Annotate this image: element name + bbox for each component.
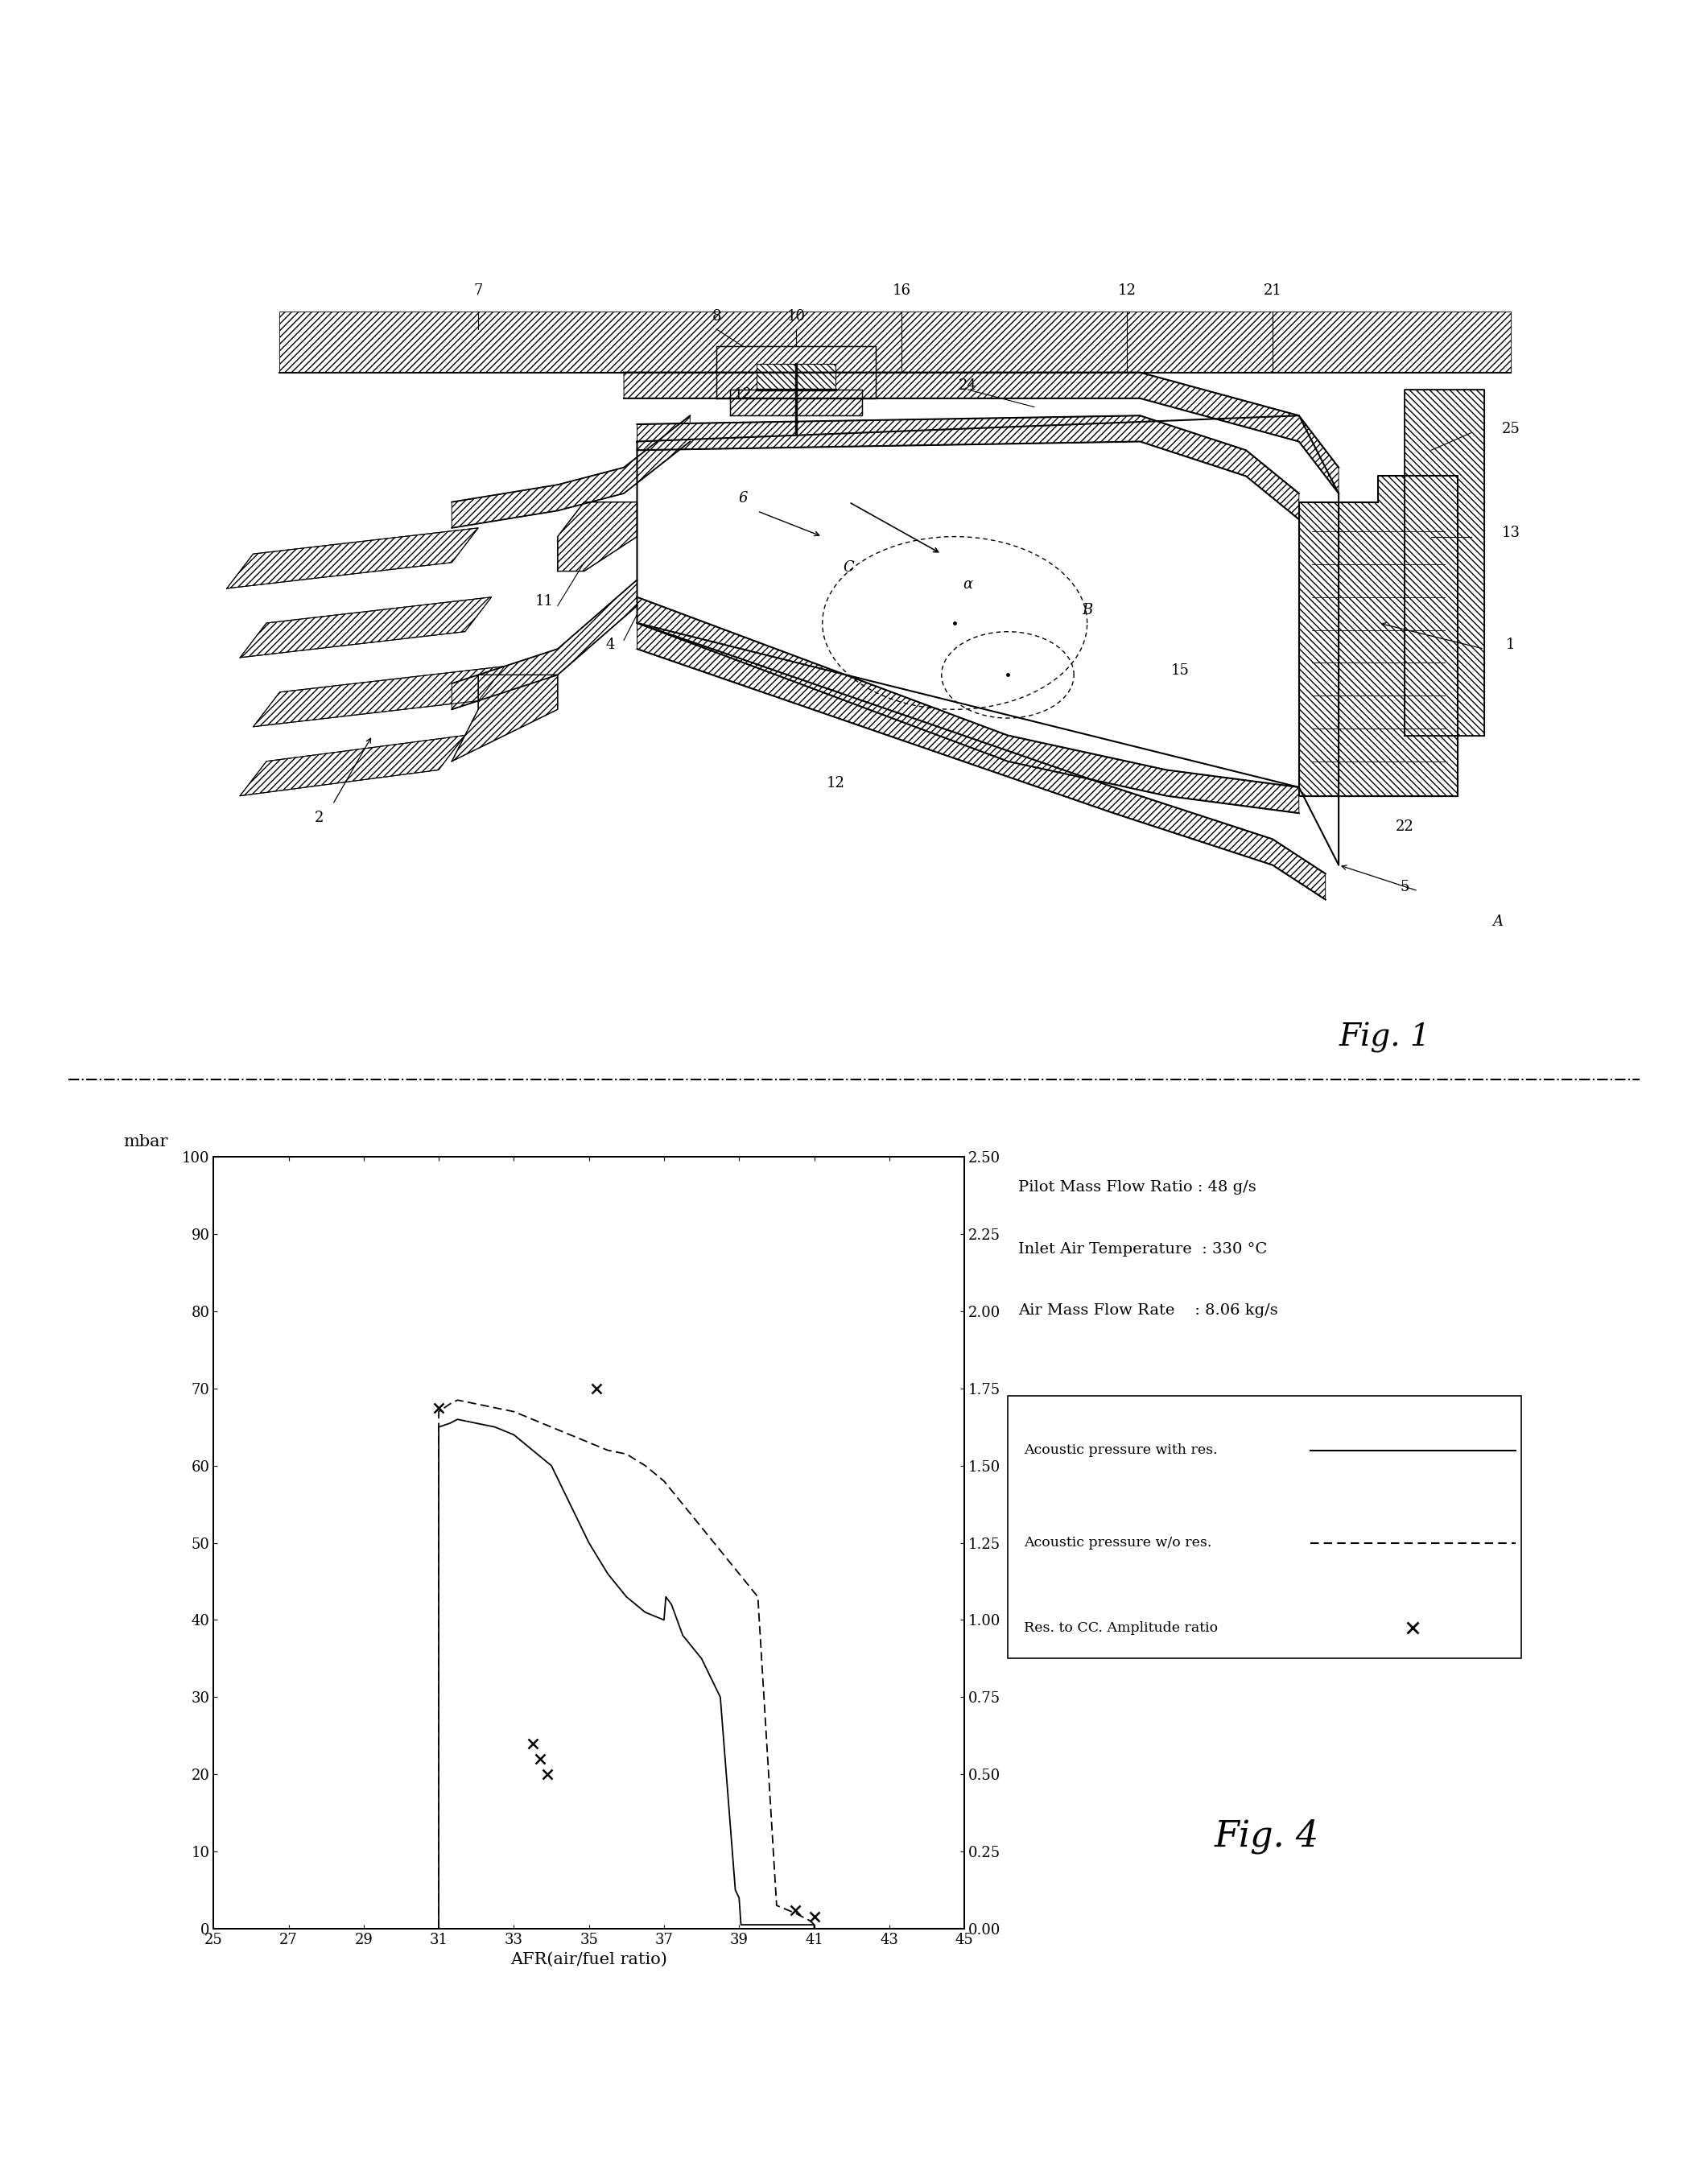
Polygon shape <box>717 347 876 399</box>
Text: Acoustic pressure w/o res.: Acoustic pressure w/o res. <box>1023 1536 1211 1549</box>
Text: 7: 7 <box>473 284 483 297</box>
Text: 12: 12 <box>1117 284 1136 297</box>
Polygon shape <box>637 416 1298 520</box>
Polygon shape <box>637 624 1325 899</box>
Polygon shape <box>757 364 835 390</box>
Polygon shape <box>1404 390 1484 735</box>
Text: 16: 16 <box>893 284 910 297</box>
Text: 2: 2 <box>314 810 325 826</box>
Text: $\alpha$: $\alpha$ <box>962 576 974 592</box>
Polygon shape <box>280 312 1510 373</box>
Polygon shape <box>451 674 557 761</box>
Text: Acoustic pressure with res.: Acoustic pressure with res. <box>1023 1443 1218 1456</box>
Text: 22: 22 <box>1395 819 1414 834</box>
Text: 4: 4 <box>606 637 615 652</box>
FancyBboxPatch shape <box>1008 1396 1522 1658</box>
Text: 6: 6 <box>738 490 748 505</box>
Text: 5: 5 <box>1401 880 1409 895</box>
Text: 8: 8 <box>712 310 721 323</box>
Text: C: C <box>844 559 854 574</box>
Polygon shape <box>253 665 506 726</box>
Polygon shape <box>239 598 492 657</box>
Polygon shape <box>623 373 1339 494</box>
Polygon shape <box>227 529 478 589</box>
Text: 21: 21 <box>1264 284 1281 297</box>
Text: 10: 10 <box>787 310 804 323</box>
Polygon shape <box>557 503 637 572</box>
Text: A: A <box>1493 914 1503 930</box>
Polygon shape <box>451 416 690 529</box>
Text: Res. to CC. Amplitude ratio: Res. to CC. Amplitude ratio <box>1023 1621 1218 1634</box>
Text: Air Mass Flow Rate    : 8.06 kg/s: Air Mass Flow Rate : 8.06 kg/s <box>1018 1305 1278 1318</box>
Text: 15: 15 <box>1170 663 1189 678</box>
Text: mbar: mbar <box>123 1133 167 1149</box>
Text: Fig. 1: Fig. 1 <box>1339 1023 1430 1053</box>
Text: 24: 24 <box>958 379 977 392</box>
Polygon shape <box>451 581 637 709</box>
Polygon shape <box>1298 477 1457 795</box>
Text: 1: 1 <box>1506 637 1515 652</box>
Text: B: B <box>1081 602 1093 618</box>
Polygon shape <box>637 598 1298 813</box>
Text: 11: 11 <box>535 594 553 609</box>
Text: 25: 25 <box>1501 423 1520 436</box>
X-axis label: AFR(air/fuel ratio): AFR(air/fuel ratio) <box>511 1952 668 1968</box>
Text: 13: 13 <box>1501 524 1520 540</box>
Polygon shape <box>239 735 465 795</box>
Text: Pilot Mass Flow Ratio : 48 g/s: Pilot Mass Flow Ratio : 48 g/s <box>1018 1181 1257 1194</box>
Text: Inlet Air Temperature  : 330 °C: Inlet Air Temperature : 330 °C <box>1018 1242 1267 1257</box>
Text: Fig. 4: Fig. 4 <box>1214 1818 1319 1853</box>
Text: 12: 12 <box>734 388 752 401</box>
Polygon shape <box>729 390 863 416</box>
Text: 12: 12 <box>827 776 845 791</box>
